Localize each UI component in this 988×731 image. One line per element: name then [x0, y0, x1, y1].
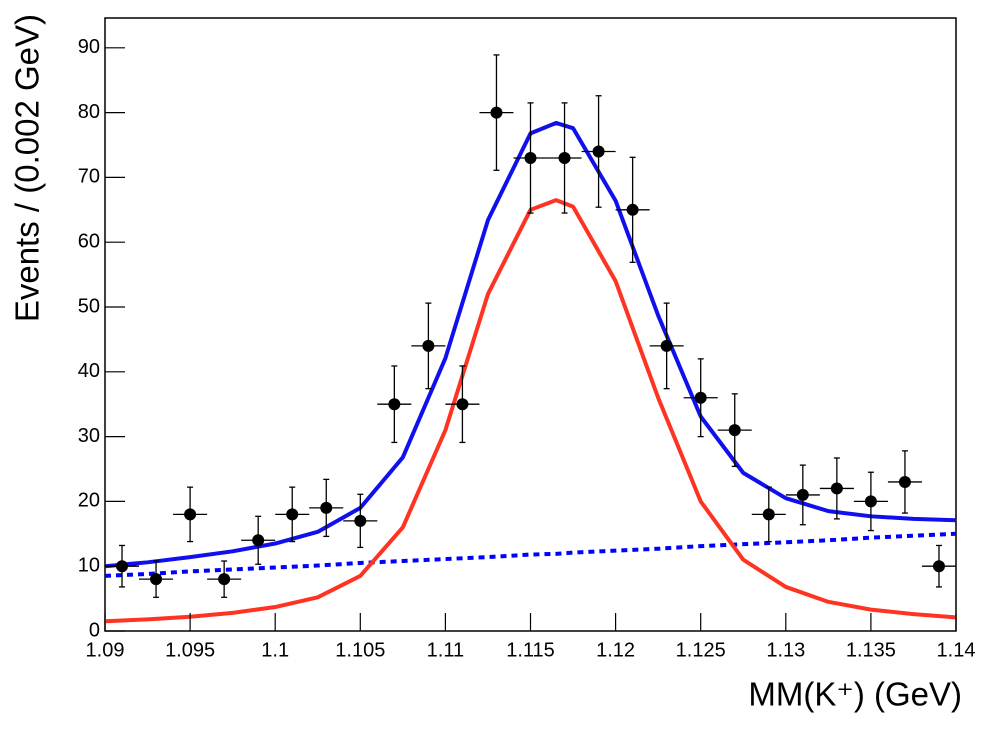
data-point: [694, 391, 707, 404]
data-point: [796, 488, 809, 501]
y-tick-label: 70: [78, 166, 100, 188]
data-point: [286, 508, 299, 521]
x-tick-label: 1.11: [427, 639, 464, 661]
y-tick-label: 90: [78, 36, 100, 58]
data-point: [218, 573, 231, 586]
x-tick-label: 1.14: [937, 639, 976, 661]
data-point: [830, 482, 843, 495]
y-tick-label: 20: [78, 490, 100, 512]
data-point: [762, 508, 775, 521]
y-axis-label: Events / (0.002 GeV): [9, 14, 46, 322]
data-point: [252, 534, 265, 547]
x-tick-label: 1.115: [506, 639, 555, 661]
x-tick-label: 1.095: [165, 639, 215, 661]
data-point: [354, 514, 367, 527]
data-point: [422, 339, 435, 352]
data-point: [592, 145, 605, 158]
fit-curve: [105, 198, 956, 624]
data-point: [456, 398, 469, 411]
y-tick-label: 80: [78, 101, 100, 123]
points: [105, 54, 956, 598]
y-tick-label: 50: [78, 295, 100, 317]
curves: [105, 120, 956, 624]
data-point: [184, 508, 197, 521]
data-point: [864, 495, 877, 508]
x-tick-label: 1.105: [335, 639, 385, 661]
x-tick-label: 1.135: [846, 639, 896, 661]
data-point: [388, 398, 401, 411]
x-tick-label: 1.125: [676, 639, 726, 661]
data-point: [524, 151, 537, 164]
data-point: [660, 339, 673, 352]
x-axis-label: MM(K⁺) (GeV): [748, 676, 962, 713]
data-point: [558, 151, 571, 164]
data-point: [150, 573, 163, 586]
y-tick-label: 40: [78, 360, 100, 382]
fit-curve: [105, 120, 956, 569]
x-tick-label: 1.09: [86, 639, 125, 661]
x-tick-label: 1.13: [766, 639, 805, 661]
data-point: [898, 475, 911, 488]
data-point: [626, 203, 639, 216]
data-point: [320, 501, 333, 514]
data-point: [728, 424, 741, 437]
x-tick-label: 1.12: [596, 639, 635, 661]
x-tick-label: 1.1: [261, 639, 289, 661]
y-tick-label: 30: [78, 425, 100, 447]
y-tick-label: 60: [78, 230, 100, 252]
data-point: [490, 106, 503, 119]
data-point: [932, 560, 945, 573]
y-tick-label: 0: [89, 619, 100, 641]
fit-curve: [105, 531, 956, 578]
y-tick-label: 10: [78, 554, 100, 576]
